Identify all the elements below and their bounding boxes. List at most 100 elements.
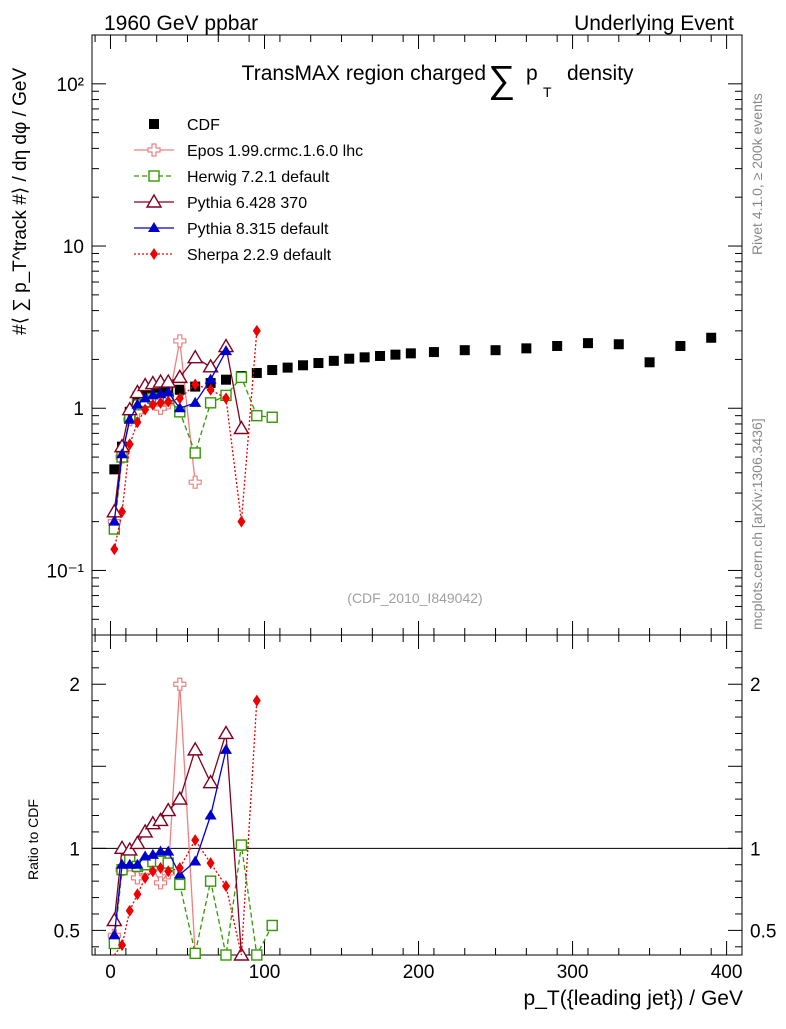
ratio-point xyxy=(204,875,217,887)
main-point xyxy=(552,340,563,351)
main-series-pythia xyxy=(108,345,233,526)
main-point xyxy=(129,384,146,399)
legend-marker xyxy=(148,170,160,182)
ratio-series-pythia xyxy=(106,725,250,961)
ratio-y-axis-label: Ratio to CDF xyxy=(25,799,41,880)
main-point xyxy=(375,350,386,361)
ratio-point xyxy=(118,939,127,952)
main-series-line xyxy=(113,376,273,530)
main-point xyxy=(173,402,186,413)
ratio-point xyxy=(108,937,121,950)
main-series-pythia xyxy=(106,338,250,518)
main-point xyxy=(459,345,470,356)
main-point xyxy=(328,355,339,366)
main-point xyxy=(405,348,416,359)
ratio-point xyxy=(217,725,235,740)
legend-label: Pythia 6.428 370 xyxy=(187,195,307,212)
main-point xyxy=(175,392,184,405)
ratio-point xyxy=(156,862,165,875)
plot-title-p: p xyxy=(526,62,538,85)
main-point xyxy=(313,358,324,369)
main-point xyxy=(171,368,189,384)
ratio-point xyxy=(266,919,278,932)
ratio-point xyxy=(235,839,248,851)
main-point xyxy=(173,334,187,348)
main-point xyxy=(131,398,144,409)
legend: CDF Epos 1.99.crmc.1.6.0 lhc Herwig 7.2.1 … xyxy=(134,117,363,264)
ratio-point xyxy=(186,741,204,756)
main-point xyxy=(390,349,401,360)
ratio-point xyxy=(130,871,145,885)
plot-title-text: TransMAX region charged xyxy=(242,62,486,85)
header-right: Underlying Event xyxy=(574,12,734,35)
axis-ticks: 0 100 200 300 400 10⁻¹ 1 10 10² 0.5 0.5 1 1 2 2 xyxy=(47,34,776,983)
ratio-point xyxy=(125,904,134,917)
y-ratio-tick-label-right: 0.5 xyxy=(750,921,776,942)
main-point xyxy=(675,340,686,351)
main-point xyxy=(123,413,136,424)
ratio-point xyxy=(129,835,146,850)
main-point xyxy=(644,357,655,368)
main-point xyxy=(206,383,215,396)
main-point xyxy=(344,353,355,364)
ratio-point xyxy=(206,857,215,870)
main-series-line xyxy=(113,330,258,550)
legend-marker xyxy=(150,248,158,260)
main-point xyxy=(191,378,200,391)
ratio-point xyxy=(202,774,219,789)
x-tick-label: 100 xyxy=(249,962,281,983)
ratio-point xyxy=(148,865,157,878)
main-point xyxy=(252,324,261,337)
main-point xyxy=(359,352,370,363)
legend-label: Herwig 7.2.1 default xyxy=(187,169,330,186)
x-tick-label: 300 xyxy=(557,962,589,983)
ratio-series-pythia xyxy=(108,743,233,940)
main-point xyxy=(582,338,593,349)
ratio-point xyxy=(189,855,202,866)
legend-label: Epos 1.99.crmc.1.6.0 lhc xyxy=(187,143,363,160)
plot-title-tail: density xyxy=(567,62,634,85)
header-left: 1960 GeV ppbar xyxy=(104,12,258,35)
x-tick-label: 0 xyxy=(105,962,116,983)
ratio-point xyxy=(175,862,184,875)
x-tick-label: 200 xyxy=(403,962,435,983)
main-point xyxy=(235,371,248,384)
legend-label: Sherpa 2.2.9 default xyxy=(187,247,332,264)
main-point xyxy=(188,475,202,489)
plot-title-sub: T xyxy=(543,84,552,100)
ratio-series-sherpa xyxy=(113,694,261,956)
mcplots-label: mcplots.cern.ch [arXiv:1306.3436] xyxy=(749,418,765,630)
main-series-group xyxy=(106,324,717,556)
ratio-point xyxy=(222,880,231,893)
ratio-point xyxy=(141,871,150,884)
main-point xyxy=(202,358,219,373)
ratio-point xyxy=(171,790,189,805)
main-point xyxy=(521,343,532,354)
ratio-point xyxy=(123,858,136,869)
main-point xyxy=(133,416,142,429)
ratio-series-epos xyxy=(107,677,196,956)
ratio-point xyxy=(191,834,200,847)
main-point xyxy=(267,365,278,376)
main-point xyxy=(162,386,175,397)
main-point xyxy=(110,543,119,556)
y-ratio-tick-label: 1 xyxy=(69,839,80,860)
ratio-point xyxy=(106,912,123,927)
y-main-tick-label: 1 xyxy=(73,399,84,420)
main-y-axis-label-text: #⟨ ∑ p_T^track #⟩ / dη dφ / GeV xyxy=(10,68,31,335)
y-main-tick-label: 10 xyxy=(63,237,84,258)
legend-marker xyxy=(149,119,159,129)
x-axis-label: p_T({leading jet}) / GeV xyxy=(524,987,743,1010)
ratio-point xyxy=(173,677,187,691)
ratio-series-line xyxy=(113,700,258,956)
main-point xyxy=(189,447,201,459)
ratio-point xyxy=(252,694,261,707)
main-series-sherpa xyxy=(110,324,261,556)
y-main-tick-label: 10⁻¹ xyxy=(47,561,85,582)
plot-title-sum: ∑ xyxy=(488,59,515,101)
x-tick-label: 400 xyxy=(711,962,743,983)
main-point xyxy=(189,396,202,407)
ratio-point xyxy=(131,858,144,869)
ratio-series-group xyxy=(106,677,278,961)
